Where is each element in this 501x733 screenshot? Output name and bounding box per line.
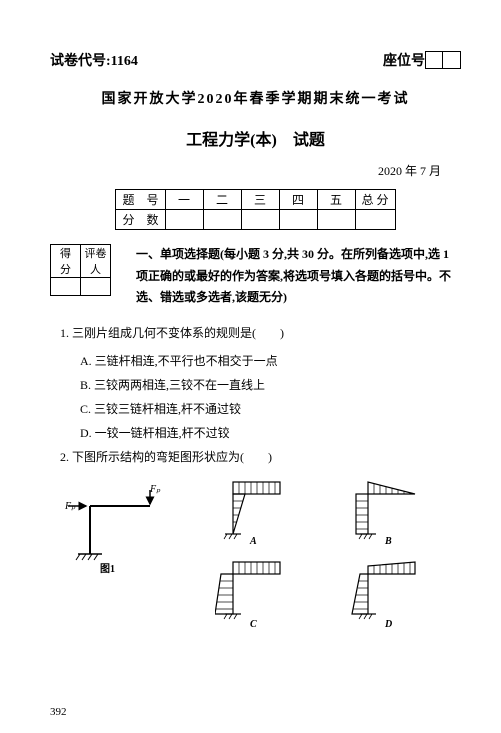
score-row1-label: 题 号: [116, 190, 165, 210]
score-col-1: 一: [165, 190, 203, 210]
score-col-2: 二: [203, 190, 241, 210]
seat-cell-1: [425, 51, 443, 69]
fp-label-2: Fₚ: [150, 484, 160, 495]
structure-figure: [60, 486, 170, 581]
score-col-6: 总 分: [355, 190, 395, 210]
seat-cell-2: [443, 51, 461, 69]
exam-date: 2020 年 7 月: [50, 162, 461, 179]
q2-stem: 2. 下图所示结构的弯矩图形状应为( ): [50, 445, 461, 469]
score-table: 题 号 一 二 三 四 五 总 分 分 数: [115, 189, 395, 230]
grader-mini-table: 得 分 评卷人: [50, 244, 111, 296]
fig1-label: 图1: [100, 560, 115, 575]
diagram-area: Fₚ Fₚ 图1 A: [50, 474, 461, 639]
opt-d-label: D: [385, 619, 392, 630]
seat-boxes: [425, 51, 461, 69]
score-val-6: [355, 210, 395, 230]
page-number: 392: [50, 706, 67, 718]
score-val-1: [165, 210, 203, 230]
score-col-3: 三: [241, 190, 279, 210]
seat-label-wrap: 座位号: [383, 50, 461, 70]
opt-c-label: C: [250, 619, 257, 630]
mini-blank-2: [81, 278, 111, 296]
section-1-heading: 一、单项选择题(每小题 3 分,共 30 分。在所列备选项中,选 1 项正确的或…: [111, 244, 461, 309]
mini-c2: 评卷人: [81, 245, 111, 278]
q1-opt-a: A. 三链杆相连,不平行也不相交于一点: [50, 349, 461, 373]
exam-title: 国家开放大学2020年春季学期期末统一考试: [50, 88, 461, 108]
score-val-3: [241, 210, 279, 230]
mini-c1: 得 分: [51, 245, 81, 278]
header-row: 试卷代号:1164 座位号: [50, 50, 461, 70]
score-val-4: [279, 210, 317, 230]
score-val-5: [317, 210, 355, 230]
opt-b-label: B: [385, 536, 392, 547]
q1-opt-c: C. 三铰三链杆相连,杆不通过铰: [50, 397, 461, 421]
score-col-5: 五: [317, 190, 355, 210]
score-val-2: [203, 210, 241, 230]
exam-code: 试卷代号:1164: [50, 50, 138, 70]
score-col-4: 四: [279, 190, 317, 210]
q1-opt-b: B. 三铰两两相连,三铰不在一直线上: [50, 373, 461, 397]
seat-label: 座位号: [383, 50, 425, 70]
fp-label-1: Fₚ: [65, 501, 75, 512]
opt-a-label: A: [250, 536, 257, 547]
score-row2-label: 分 数: [116, 210, 165, 230]
q1-stem: 1. 三刚片组成几何不变体系的规则是( ): [50, 321, 461, 345]
mini-blank-1: [51, 278, 81, 296]
q1-opt-d: D. 一铰一链杆相连,杆不过铰: [50, 421, 461, 445]
exam-subtitle: 工程力学(本) 试题: [50, 126, 461, 150]
section-1-row: 得 分 评卷人 一、单项选择题(每小题 3 分,共 30 分。在所列备选项中,选…: [50, 244, 461, 309]
